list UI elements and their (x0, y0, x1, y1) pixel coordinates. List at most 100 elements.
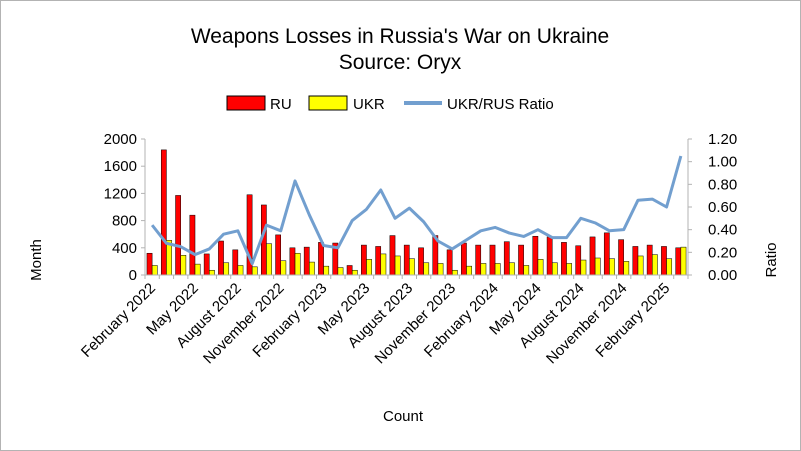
bar-ukr-36 (666, 258, 673, 276)
bar-ukr-0 (151, 265, 158, 276)
bar-ukr-24 (494, 263, 501, 276)
bar-ru-12 (318, 242, 324, 276)
y2-axis-title: Ratio (763, 242, 780, 277)
bar-ukr-18 (409, 258, 415, 276)
bar-ukr-30 (580, 259, 587, 276)
y2-tick-label-3: 0.60 (708, 199, 737, 216)
bar-ukr-32 (609, 258, 615, 276)
bar-ukr-4 (209, 269, 215, 276)
y2-tick-label-1: 0.20 (708, 244, 737, 261)
bar-ru-1 (160, 149, 167, 276)
bar-ukr-16 (380, 253, 387, 276)
bar-ru-6 (232, 249, 239, 276)
y-tick-label-3: 1200 (104, 185, 137, 202)
bar-ukr-7 (251, 266, 258, 276)
x-tick-label-4: February 2023 (249, 280, 330, 361)
bar-ukr-35 (652, 254, 658, 276)
bar-ukr-25 (509, 262, 515, 276)
bar-ukr-9 (280, 260, 287, 276)
bar-ukr-27 (537, 259, 544, 276)
y-tick-label-5: 2000 (104, 131, 137, 148)
y-tick-label-4: 1600 (104, 158, 137, 175)
bar-ru-29 (561, 242, 567, 276)
legend-swatch-ukr (308, 95, 348, 111)
bar-ukr-23 (480, 263, 487, 276)
bar-ru-37 (675, 247, 682, 276)
bar-ru-35 (646, 244, 653, 276)
y2-tick-label-4: 0.80 (708, 176, 737, 193)
bar-ru-15 (361, 244, 367, 276)
y-tick-label-1: 400 (112, 240, 137, 257)
ratio-line (150, 155, 683, 266)
bar-ru-17 (389, 235, 396, 276)
bar-ru-21 (446, 249, 453, 276)
bar-ukr-33 (623, 261, 630, 276)
legend-label-ru: RU (270, 96, 292, 113)
bar-ukr-5 (223, 262, 230, 276)
legend: RU UKR UKR/RUS Ratio (226, 95, 554, 113)
bar-ukr-6 (237, 265, 244, 276)
bar-ru-23 (475, 244, 482, 276)
bar-ukr-13 (337, 267, 344, 276)
bar-ru-16 (375, 246, 382, 276)
bar-ru-34 (632, 246, 639, 276)
bar-ru-22 (461, 242, 467, 276)
legend-label-ukr: UKR (353, 96, 385, 113)
y-tick-label-2: 800 (112, 213, 137, 230)
y2-tick-label-5: 1.00 (708, 154, 737, 171)
bar-ukr-28 (552, 262, 558, 276)
legend-swatch-ru (226, 95, 266, 111)
bar-ru-36 (661, 246, 667, 276)
y-axis-title: Month (28, 239, 45, 281)
bar-ukr-14 (351, 269, 358, 276)
bar-ru-4 (203, 253, 210, 276)
x-tick-label-12: February 2025 (592, 280, 673, 361)
bar-ukr-19 (423, 262, 430, 276)
x-tick-label-8: February 2024 (421, 280, 502, 361)
bar-ru-30 (575, 245, 582, 276)
y2-tick-label-2: 0.40 (708, 222, 737, 239)
bar-ru-28 (546, 236, 553, 276)
bar-ukr-8 (266, 243, 272, 276)
bar-ukr-22 (466, 265, 472, 276)
bar-ru-31 (589, 236, 596, 276)
bar-ru-2 (175, 195, 181, 276)
bar-ru-33 (618, 239, 624, 276)
bar-ukr-20 (437, 263, 444, 276)
bar-ru-25 (503, 241, 510, 276)
bar-ukr-15 (366, 259, 372, 276)
bar-ukr-26 (523, 265, 530, 276)
bar-ukr-2 (180, 255, 187, 276)
plot-area: 0 400 800 1200 1600 2000 0.00 0.20 0.40 0.60 0.80 1… (78, 131, 737, 367)
bar-ru-9 (275, 234, 281, 276)
bar-ukr-21 (451, 269, 458, 276)
x-tick-label-0: February 2022 (78, 280, 159, 361)
bar-ukr-12 (323, 265, 330, 276)
bar-ukr-37 (680, 246, 687, 276)
chart-subtitle: Source: Oryx (339, 51, 462, 74)
y-tick-label-0: 0 (129, 267, 137, 284)
y2-tick-label-6: 1.20 (708, 131, 737, 148)
bar-ukr-31 (594, 257, 601, 276)
bar-ru-19 (418, 247, 424, 276)
bar-ru-10 (289, 247, 296, 276)
bar-ru-5 (218, 240, 224, 276)
chart-title: Weapons Losses in Russia's War on Ukrain… (191, 25, 609, 48)
bar-ru-24 (489, 244, 496, 276)
bar-ukr-11 (309, 261, 315, 276)
legend-label-ratio: UKR/RUS Ratio (447, 96, 554, 113)
x-axis-title: Count (383, 408, 424, 425)
bar-ru-11 (303, 246, 310, 276)
bar-ukr-17 (394, 255, 401, 276)
bar-ru-3 (189, 214, 196, 276)
bar-ru-26 (518, 244, 524, 276)
bar-ukr-34 (637, 255, 644, 276)
bar-ukr-3 (194, 263, 201, 276)
bar-ukr-29 (566, 263, 572, 276)
bar-ukr-10 (294, 252, 301, 276)
bar-ru-27 (532, 235, 539, 276)
bar-ru-18 (403, 244, 410, 276)
y2-tick-label-0: 0.00 (708, 267, 737, 284)
bar-ru-32 (603, 232, 610, 276)
